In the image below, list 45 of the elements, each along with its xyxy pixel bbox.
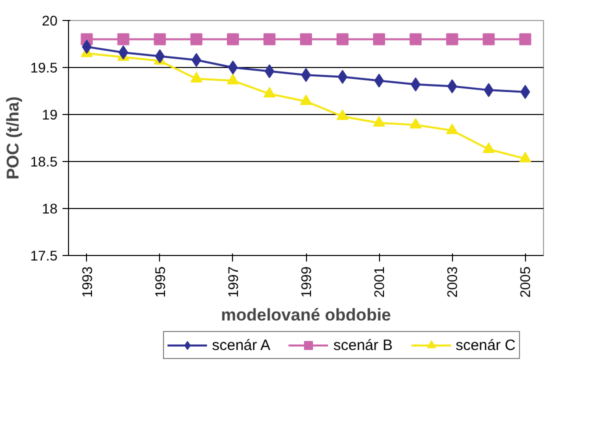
point bbox=[300, 33, 312, 46]
point bbox=[373, 116, 386, 127]
x-tick-label: 1995 bbox=[152, 266, 168, 298]
point bbox=[118, 45, 128, 60]
point bbox=[482, 33, 495, 46]
point bbox=[263, 33, 276, 46]
point bbox=[154, 33, 166, 46]
point bbox=[226, 33, 239, 46]
y-tick-label: 19 bbox=[42, 106, 58, 122]
point bbox=[373, 33, 386, 46]
y-tick-label: 18.5 bbox=[30, 154, 58, 170]
point bbox=[263, 86, 276, 98]
legend-label: scenár B bbox=[333, 336, 393, 354]
point bbox=[446, 33, 458, 46]
point bbox=[300, 94, 312, 106]
legend-label: scenár A bbox=[212, 336, 270, 354]
point bbox=[410, 33, 422, 46]
x-tick-label: 1999 bbox=[298, 266, 314, 298]
y-tick-label: 17.5 bbox=[30, 248, 58, 264]
x-tick-label: 2003 bbox=[444, 266, 460, 298]
point bbox=[82, 40, 92, 54]
x-tick-label: 2005 bbox=[517, 266, 534, 298]
x-tick-label: 1997 bbox=[224, 266, 241, 298]
point bbox=[117, 33, 130, 46]
y-axis-title: POC (t/ha) bbox=[3, 96, 22, 180]
point bbox=[520, 84, 530, 99]
point bbox=[336, 110, 349, 120]
point bbox=[228, 60, 238, 74]
legend-label: scenár C bbox=[456, 336, 516, 354]
point bbox=[336, 33, 349, 46]
point bbox=[446, 124, 458, 134]
point bbox=[226, 74, 239, 84]
y-tick-label: 18 bbox=[42, 200, 58, 216]
x-tick-label: 2001 bbox=[371, 266, 388, 298]
point bbox=[190, 72, 202, 82]
point bbox=[410, 118, 422, 129]
point bbox=[482, 142, 495, 153]
point bbox=[484, 83, 494, 98]
y-tick-label: 20 bbox=[42, 12, 58, 28]
point bbox=[519, 33, 532, 46]
y-tick-label: 19.5 bbox=[30, 60, 58, 76]
x-axis-title: modelované obdobie bbox=[220, 306, 392, 325]
x-tick-label: 1993 bbox=[78, 266, 95, 298]
point bbox=[519, 152, 532, 162]
point bbox=[190, 33, 202, 46]
